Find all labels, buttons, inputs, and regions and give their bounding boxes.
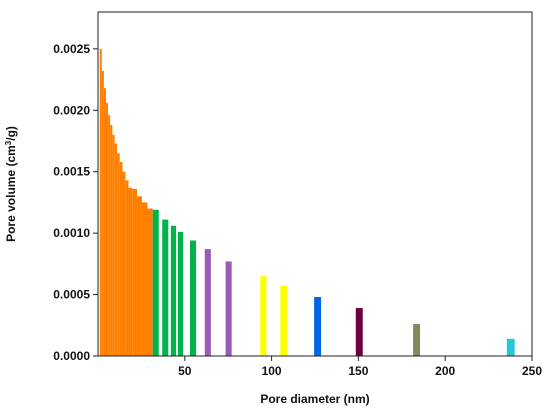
- bar-0-12: [128, 187, 133, 356]
- bar-0-6: [112, 134, 115, 356]
- bar-0-10: [122, 171, 126, 356]
- x-tick-label-1: 100: [262, 364, 282, 378]
- y-tick-label-5: 0.0025: [53, 42, 90, 56]
- bar-7-0: [506, 338, 515, 356]
- x-axis-title: Pore diameter (nm): [260, 392, 369, 406]
- bar-1-1: [162, 219, 169, 356]
- bar-0-11: [125, 180, 129, 356]
- bar-0-2: [103, 88, 106, 357]
- bar-5-0: [355, 308, 363, 356]
- bar-0-7: [114, 143, 118, 356]
- x-axis-ticks: 50 100 150 200 250: [178, 356, 542, 378]
- bar-0-14: [137, 196, 142, 356]
- bar-1-2: [170, 225, 177, 356]
- x-tick-label-4: 250: [522, 364, 542, 378]
- bars-layer: [99, 48, 515, 357]
- y-tick-label-0: 0.0000: [53, 349, 90, 363]
- y-axis-ticks: 0.0000 0.0005 0.0010 0.0015 0.0020 0.0025: [53, 42, 98, 363]
- bar-4-0: [314, 297, 322, 356]
- y-tick-label-2: 0.0010: [53, 226, 90, 240]
- bar-1-3: [177, 231, 184, 356]
- y-axis-title-suffix: /g): [4, 126, 18, 141]
- plot-frame: [97, 11, 533, 357]
- bar-1-0: [152, 209, 159, 356]
- y-axis-title: Pore volume (cm3/g): [4, 126, 19, 242]
- bar-3-0: [260, 276, 267, 356]
- bar-1-4: [190, 240, 197, 356]
- bar-0-0: [99, 48, 102, 356]
- y-axis-title-sup: 3: [4, 140, 13, 145]
- y-tick-label-3: 0.0015: [53, 165, 90, 179]
- y-axis-title-prefix: Pore volume (cm: [4, 145, 18, 242]
- y-tick-label-1: 0.0005: [53, 288, 90, 302]
- x-tick-label-2: 150: [348, 364, 368, 378]
- bar-0-15: [141, 202, 148, 356]
- bar-2-1: [225, 261, 232, 356]
- bar-3-1: [280, 285, 288, 356]
- bar-0-3: [105, 102, 109, 357]
- bar-6-0: [413, 324, 421, 356]
- bar-0-9: [119, 161, 123, 356]
- bar-0-13: [132, 188, 138, 356]
- x-tick-label-3: 200: [435, 364, 455, 378]
- x-tick-label-0: 50: [178, 364, 192, 378]
- bar-0-4: [108, 115, 111, 356]
- bar-2-0: [204, 249, 211, 356]
- bar-0-5: [110, 125, 113, 357]
- bar-0-8: [117, 153, 120, 356]
- bar-0-1: [101, 70, 104, 356]
- y-tick-label-4: 0.0020: [53, 103, 90, 117]
- bar-0-16: [147, 208, 153, 356]
